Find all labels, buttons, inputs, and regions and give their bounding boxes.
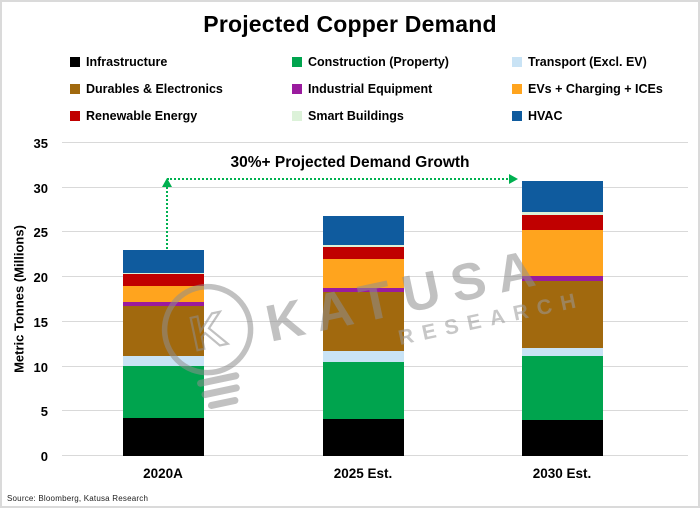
segment-hvac <box>323 215 404 245</box>
segment-hvac <box>123 250 204 273</box>
legend-swatch-icon <box>292 111 302 121</box>
legend-item-industrial-equipment: Industrial Equipment <box>292 82 512 96</box>
growth-arrow-horizontal-line <box>167 178 511 180</box>
legend-swatch-icon <box>512 111 522 121</box>
legend-label: Infrastructure <box>86 55 168 69</box>
segment-evs-charging-ices <box>522 229 603 277</box>
legend-label: Transport (Excl. EV) <box>528 55 647 69</box>
legend-swatch-icon <box>292 57 302 67</box>
legend-label: Construction (Property) <box>308 55 449 69</box>
legend-item-transport-excl-ev: Transport (Excl. EV) <box>512 55 685 69</box>
segment-renewable-energy <box>323 246 404 260</box>
legend-item-durables-electronics: Durables & Electronics <box>70 82 292 96</box>
y-tick-30: 30 <box>33 180 48 196</box>
plot-area <box>62 142 688 456</box>
segment-transport-excl-ev <box>323 350 404 363</box>
legend-item-smart-buildings: Smart Buildings <box>292 109 512 123</box>
bar-2025-est <box>323 215 404 456</box>
legend-swatch-icon <box>70 84 80 94</box>
legend-swatch-icon <box>512 84 522 94</box>
segment-infrastructure <box>522 420 603 456</box>
gridline-35 <box>62 142 688 143</box>
growth-arrow-up-head-icon <box>162 178 172 187</box>
y-tick-25: 25 <box>33 225 48 241</box>
segment-construction-property <box>323 362 404 420</box>
y-axis-tick-labels: 0 5 10 15 20 25 30 35 <box>2 136 54 464</box>
y-tick-20: 20 <box>33 270 48 286</box>
segment-transport-excl-ev <box>522 347 603 356</box>
segment-construction-property <box>522 355 603 421</box>
source-note: Source: Bloomberg, Katusa Research <box>7 494 149 503</box>
legend-label: Durables & Electronics <box>86 82 223 96</box>
y-tick-10: 10 <box>33 359 48 375</box>
segment-smart-buildings <box>522 211 603 215</box>
segment-smart-buildings <box>323 245 404 247</box>
legend-item-evs-charging-ices: EVs + Charging + ICEs <box>512 82 685 96</box>
legend-item-infrastructure: Infrastructure <box>70 55 292 69</box>
x-label-2020a: 2020A <box>143 466 183 481</box>
growth-arrow-vertical-line <box>166 187 168 249</box>
x-axis-labels: 2020A 2025 Est. 2030 Est. <box>2 466 698 484</box>
legend: Infrastructure Construction (Property) Tra… <box>70 55 685 123</box>
legend-label: EVs + Charging + ICEs <box>528 82 663 96</box>
segment-durables-electronics <box>123 305 204 356</box>
bar-2020a <box>123 250 204 456</box>
legend-label: Renewable Energy <box>86 109 198 123</box>
legend-swatch-icon <box>70 111 80 121</box>
segment-evs-charging-ices <box>323 259 404 288</box>
segment-durables-electronics <box>522 280 603 348</box>
legend-swatch-icon <box>292 84 302 94</box>
legend-item-renewable-energy: Renewable Energy <box>70 109 292 123</box>
segment-smart-buildings <box>123 272 204 274</box>
x-label-2030-est: 2030 Est. <box>532 466 592 481</box>
segment-renewable-energy <box>123 273 204 287</box>
chart-title: Projected Copper Demand <box>203 11 497 37</box>
segment-transport-excl-ev <box>123 355 204 366</box>
segment-construction-property <box>123 365 204 418</box>
legend-label: Industrial Equipment <box>308 82 433 96</box>
y-tick-15: 15 <box>33 314 48 330</box>
segment-industrial-equipment <box>522 276 603 281</box>
y-tick-5: 5 <box>40 404 48 420</box>
segment-infrastructure <box>123 417 204 456</box>
legend-item-construction-property: Construction (Property) <box>292 55 512 69</box>
gridline-30 <box>62 186 688 188</box>
y-tick-35: 35 <box>33 136 48 151</box>
legend-swatch-icon <box>70 57 80 67</box>
y-tick-0: 0 <box>40 449 48 464</box>
legend-label: HVAC <box>528 109 563 123</box>
segment-infrastructure <box>323 419 404 456</box>
legend-swatch-icon <box>512 57 522 67</box>
legend-item-hvac: HVAC <box>512 109 685 123</box>
growth-arrow-right-head-icon <box>509 174 518 184</box>
legend-label: Smart Buildings <box>308 109 404 123</box>
x-label-2025-est: 2025 Est. <box>333 466 393 481</box>
segment-hvac <box>522 180 603 212</box>
segment-renewable-energy <box>522 214 603 230</box>
segment-industrial-equipment <box>323 287 404 293</box>
growth-annotation: 30%+ Projected Demand Growth <box>230 154 470 171</box>
segment-evs-charging-ices <box>123 286 204 303</box>
bar-2030-est <box>522 180 603 456</box>
segment-durables-electronics <box>323 292 404 351</box>
